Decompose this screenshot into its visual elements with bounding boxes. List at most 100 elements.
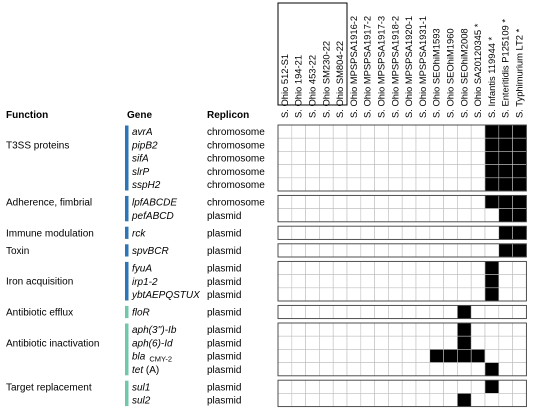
- strain-label: S. Ohio 194-21: [293, 55, 304, 118]
- presence-cell-absent: [512, 393, 527, 407]
- presence-cell-absent: [319, 164, 334, 179]
- strain-label: S. Ohio SM804-22: [334, 41, 345, 118]
- presence-cell-absent: [470, 393, 486, 407]
- presence-cell-absent: [388, 177, 403, 192]
- gene-name: sspH2: [132, 180, 161, 191]
- presence-cell-absent: [457, 274, 472, 289]
- presence-cell-absent: [401, 195, 417, 209]
- table-row: rck plasmid: [132, 225, 527, 240]
- presence-cell-absent: [319, 151, 334, 165]
- presence-cell-absent: [429, 243, 444, 258]
- presence-cell-absent: [401, 137, 417, 152]
- presence-cell-absent: [319, 305, 334, 319]
- presence-cell-absent: [291, 305, 306, 319]
- presence-cell-absent: [319, 335, 334, 350]
- presence-cell-absent: [429, 208, 444, 223]
- presence-cell-absent: [401, 151, 417, 165]
- presence-cell-absent: [512, 362, 527, 377]
- gene-name: sul1: [132, 382, 150, 393]
- presence-cell-absent: [319, 322, 334, 337]
- presence-cell-absent: [470, 274, 486, 289]
- presence-cell-absent: [429, 322, 444, 337]
- table-row: slrP chromosome: [132, 164, 527, 179]
- presence-cell-absent: [319, 195, 334, 209]
- presence-cell-absent: [332, 379, 348, 394]
- presence-cell-present: [457, 393, 472, 407]
- presence-cell-absent: [305, 305, 320, 319]
- gene-name: sifA: [132, 154, 149, 165]
- gene-name-text: sul1: [132, 382, 150, 393]
- presence-cell-absent: [374, 287, 389, 302]
- strain-label: S. Ohio 453-22: [307, 55, 318, 118]
- presence-cell-absent: [277, 164, 293, 179]
- presence-cell-absent: [443, 243, 458, 258]
- replicon-label: chromosome: [207, 127, 265, 138]
- presence-cell-absent: [484, 393, 500, 407]
- presence-cell-absent: [277, 305, 293, 319]
- strain-label: S. Enteritidis P125109 *: [500, 19, 511, 118]
- presence-cell-absent: [332, 287, 348, 302]
- presence-cell-absent: [443, 393, 458, 407]
- presence-cell-absent: [305, 261, 320, 275]
- replicon-column-header: Replicon: [207, 110, 249, 121]
- presence-cell-present: [484, 274, 500, 289]
- strain-label: S. Ohio SEOhiM1960: [445, 28, 456, 118]
- gene-name-text: avrA: [132, 127, 153, 138]
- presence-cell-absent: [457, 243, 472, 258]
- gene-group: T3SS proteins avrA chromosome pipB2 chromoso…: [6, 124, 527, 192]
- presence-cell-absent: [346, 349, 362, 363]
- presence-cell-absent: [374, 195, 389, 209]
- table-row: spvBCR plasmid: [132, 243, 527, 258]
- gene-name: spvBCR: [132, 246, 169, 257]
- presence-cell-absent: [512, 322, 527, 337]
- replicon-label: chromosome: [207, 140, 265, 151]
- presence-cell-absent: [401, 274, 417, 289]
- replicon-label: plasmid: [207, 308, 241, 319]
- presence-cell-absent: [305, 225, 320, 240]
- gene-name-text: spvBCR: [132, 246, 169, 257]
- presence-cell-absent: [429, 335, 444, 350]
- table-row: pipB2 chromosome: [131, 137, 527, 152]
- presence-cell-absent: [388, 287, 403, 302]
- presence-cell-absent: [305, 151, 320, 165]
- gene-name-text: irp1-2: [132, 277, 158, 288]
- presence-cell-absent: [332, 137, 348, 152]
- table-row: pefABCD plasmid: [131, 208, 527, 223]
- presence-cell-absent: [332, 305, 348, 319]
- gene-name: slrP: [132, 167, 150, 178]
- presence-cell-absent: [457, 362, 472, 377]
- presence-cell-absent: [346, 151, 362, 165]
- gene-name: aph(3'')-Ib: [132, 325, 177, 336]
- presence-cell-absent: [277, 225, 293, 240]
- replicon-label: chromosome: [207, 198, 265, 209]
- gene-name-text: ybtAEPQSTUX: [131, 290, 200, 301]
- presence-cell-absent: [360, 287, 375, 302]
- presence-cell-absent: [374, 225, 389, 240]
- table-row: aph(3'')-Ib plasmid: [132, 322, 527, 337]
- replicon-label: plasmid: [207, 352, 241, 363]
- gene-name-text: tet: [132, 365, 144, 376]
- gene-name-text: bla: [132, 352, 146, 363]
- gene-name-text: pefABCD: [131, 211, 174, 222]
- presence-cell-absent: [291, 362, 306, 377]
- presence-cell-absent: [277, 287, 293, 302]
- presence-cell-absent: [319, 287, 334, 302]
- presence-cell-absent: [319, 362, 334, 377]
- presence-cell-absent: [470, 124, 486, 139]
- replicon-label: plasmid: [207, 365, 241, 376]
- function-label: Toxin: [6, 246, 29, 257]
- presence-cell-absent: [360, 177, 375, 192]
- presence-cell-absent: [401, 164, 417, 179]
- presence-cell-present: [498, 195, 513, 209]
- presence-cell-absent: [388, 151, 403, 165]
- presence-cell-absent: [277, 243, 293, 258]
- gene-name: tet (A): [132, 365, 159, 376]
- presence-cell-absent: [305, 362, 320, 377]
- presence-cell-absent: [429, 124, 444, 139]
- function-color-bar: [125, 380, 129, 407]
- presence-cell-absent: [374, 137, 389, 152]
- presence-cell-absent: [332, 274, 348, 289]
- presence-cell-absent: [470, 177, 486, 192]
- presence-cell-absent: [360, 225, 375, 240]
- presence-cell-absent: [305, 195, 320, 209]
